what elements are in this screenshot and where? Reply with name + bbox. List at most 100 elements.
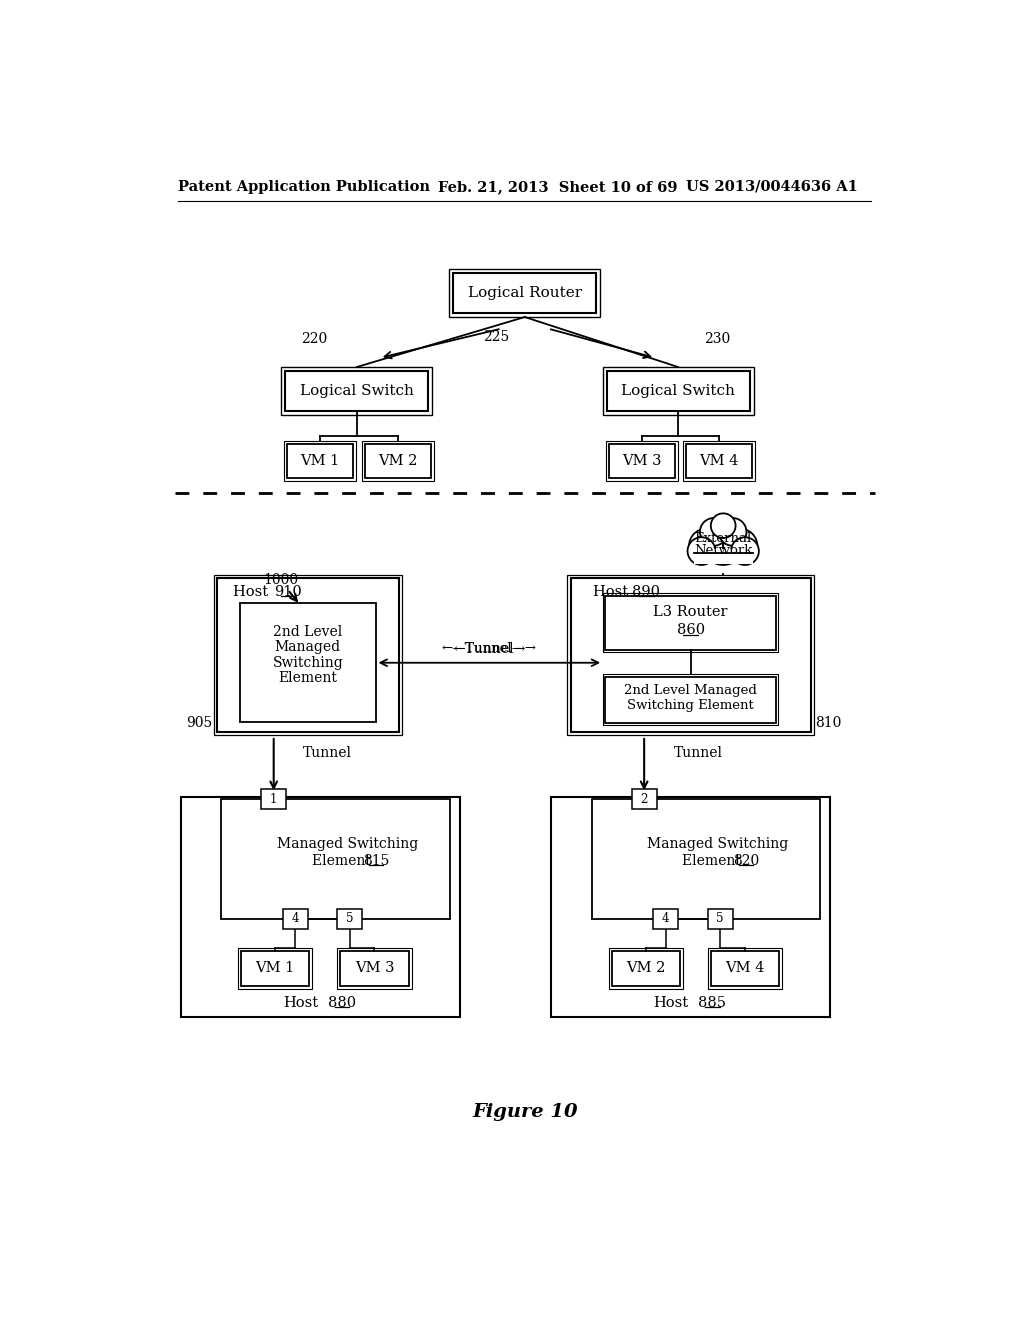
Text: Element: Element xyxy=(312,854,375,867)
Bar xyxy=(337,948,412,989)
Bar xyxy=(281,367,432,414)
Text: Tunnel: Tunnel xyxy=(303,746,352,760)
Text: 1: 1 xyxy=(270,793,278,807)
Bar xyxy=(361,441,434,480)
Bar xyxy=(238,948,312,989)
Text: 885: 885 xyxy=(698,995,726,1010)
Circle shape xyxy=(689,529,723,562)
Text: 910: 910 xyxy=(274,585,302,599)
Bar xyxy=(632,789,656,809)
Text: 225: 225 xyxy=(483,330,509,345)
Bar xyxy=(606,441,678,480)
Bar xyxy=(241,950,309,986)
Text: 4: 4 xyxy=(292,912,299,925)
Bar xyxy=(603,675,778,725)
Text: 2: 2 xyxy=(640,793,648,807)
Bar xyxy=(337,908,362,929)
Bar xyxy=(285,371,428,411)
Bar xyxy=(453,273,597,313)
Text: 220: 220 xyxy=(301,333,327,346)
Bar xyxy=(551,797,830,1016)
Text: Host: Host xyxy=(593,585,633,599)
Circle shape xyxy=(711,513,735,539)
Bar xyxy=(708,908,732,929)
Text: Logical Switch: Logical Switch xyxy=(622,384,735,397)
Circle shape xyxy=(701,521,744,565)
Text: Managed Switching: Managed Switching xyxy=(647,837,788,850)
Bar xyxy=(570,578,811,733)
Bar xyxy=(261,789,286,809)
Circle shape xyxy=(719,517,746,545)
Circle shape xyxy=(731,537,759,565)
Text: 815: 815 xyxy=(362,854,389,867)
Bar xyxy=(180,797,460,1016)
Text: 2nd Level: 2nd Level xyxy=(273,624,342,639)
Bar xyxy=(340,950,409,986)
Text: Managed Switching: Managed Switching xyxy=(276,837,418,850)
Text: VM 2: VM 2 xyxy=(626,961,666,975)
Text: 880: 880 xyxy=(328,995,356,1010)
Text: Managed: Managed xyxy=(274,640,341,655)
Text: Tunnel: Tunnel xyxy=(674,746,723,760)
Bar xyxy=(603,367,754,414)
Text: 5: 5 xyxy=(717,912,724,925)
Text: US 2013/0044636 A1: US 2013/0044636 A1 xyxy=(686,180,858,194)
Text: VM 1: VM 1 xyxy=(301,454,340,469)
Text: VM 3: VM 3 xyxy=(354,961,394,975)
Text: 1000: 1000 xyxy=(263,573,299,587)
Text: 4: 4 xyxy=(663,912,670,925)
Bar xyxy=(611,950,680,986)
Bar xyxy=(605,595,776,649)
Bar xyxy=(283,908,308,929)
Text: VM 1: VM 1 xyxy=(256,961,295,975)
Bar xyxy=(693,549,753,564)
Bar xyxy=(653,908,678,929)
Text: External: External xyxy=(694,532,752,545)
Bar xyxy=(708,948,782,989)
Text: 890: 890 xyxy=(633,585,660,599)
Bar xyxy=(240,603,376,722)
Bar xyxy=(217,578,399,733)
Bar xyxy=(603,594,778,652)
Text: Switching: Switching xyxy=(272,656,343,669)
Bar xyxy=(288,444,353,478)
Text: Patent Application Publication: Patent Application Publication xyxy=(178,180,430,194)
Text: L3 Router: L3 Router xyxy=(653,605,728,619)
Bar xyxy=(365,444,431,478)
Text: Figure 10: Figure 10 xyxy=(472,1102,578,1121)
Text: 810: 810 xyxy=(815,715,841,730)
Circle shape xyxy=(687,537,716,565)
Bar xyxy=(606,371,750,411)
Bar xyxy=(683,441,756,480)
Text: Host: Host xyxy=(284,995,318,1010)
Text: Element: Element xyxy=(279,671,337,685)
Text: ←—Tunnel—→: ←—Tunnel—→ xyxy=(441,643,537,656)
Bar xyxy=(221,800,450,919)
Text: VM 4: VM 4 xyxy=(725,961,765,975)
Text: 230: 230 xyxy=(703,333,730,346)
Text: VM 4: VM 4 xyxy=(699,454,739,469)
Bar xyxy=(450,269,600,317)
Bar xyxy=(711,950,779,986)
Text: 820: 820 xyxy=(733,854,760,867)
Text: Feb. 21, 2013  Sheet 10 of 69: Feb. 21, 2013 Sheet 10 of 69 xyxy=(438,180,678,194)
Bar xyxy=(285,441,356,480)
Text: 5: 5 xyxy=(346,912,353,925)
Bar xyxy=(567,576,814,735)
Text: Host: Host xyxy=(233,585,273,599)
Text: ←Tunnel→: ←Tunnel→ xyxy=(454,642,525,656)
Text: Logical Switch: Logical Switch xyxy=(300,384,414,397)
Text: Element: Element xyxy=(682,854,745,867)
Text: Host: Host xyxy=(653,995,689,1010)
Text: 2nd Level Managed: 2nd Level Managed xyxy=(625,684,757,697)
Bar xyxy=(686,444,753,478)
Text: Switching Element: Switching Element xyxy=(628,700,754,713)
Bar xyxy=(605,677,776,723)
Text: 905: 905 xyxy=(186,715,213,730)
Circle shape xyxy=(723,529,758,562)
Circle shape xyxy=(700,517,728,545)
Text: Network: Network xyxy=(694,544,753,557)
Text: VM 2: VM 2 xyxy=(378,454,418,469)
Text: Logical Router: Logical Router xyxy=(468,286,582,300)
Text: 860: 860 xyxy=(677,623,705,638)
